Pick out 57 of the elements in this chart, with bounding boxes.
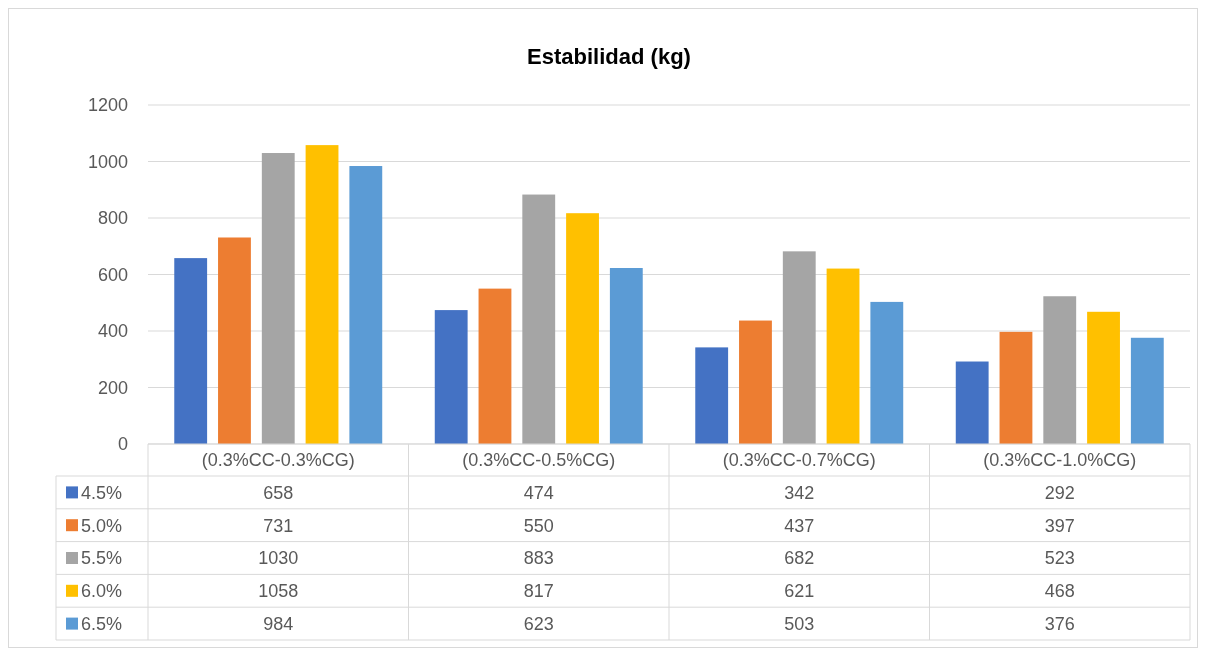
y-tick-label: 1200 bbox=[87, 95, 128, 116]
data-label: 376 bbox=[1044, 613, 1075, 634]
y-tick-label: 400 bbox=[97, 321, 128, 342]
data-label: 292 bbox=[1044, 482, 1075, 503]
data-label: 1030 bbox=[258, 548, 299, 569]
data-label: 1058 bbox=[258, 581, 299, 602]
data-label: 468 bbox=[1044, 581, 1075, 602]
bar bbox=[609, 268, 643, 444]
bar bbox=[695, 347, 729, 444]
data-label: 474 bbox=[523, 482, 554, 503]
bar bbox=[305, 145, 339, 444]
y-tick-label: 600 bbox=[97, 264, 128, 285]
bar bbox=[174, 258, 208, 444]
bar bbox=[349, 166, 383, 444]
bar bbox=[870, 301, 904, 444]
bar bbox=[782, 251, 816, 444]
bar bbox=[1043, 296, 1077, 444]
legend-label: 4.5% bbox=[81, 482, 123, 503]
bar bbox=[218, 237, 251, 444]
chart-title: Estabilidad (kg) bbox=[527, 44, 691, 69]
data-label: 621 bbox=[784, 581, 815, 602]
bar bbox=[1130, 337, 1164, 444]
bar bbox=[739, 320, 772, 444]
data-label: 342 bbox=[784, 482, 815, 503]
data-label: 550 bbox=[523, 515, 554, 536]
data-label: 817 bbox=[523, 581, 554, 602]
x-tick-label: (0.3%CC-0.5%CG) bbox=[462, 450, 616, 471]
x-tick-label: (0.3%CC-1.0%CG) bbox=[983, 450, 1137, 471]
x-tick-label: (0.3%CC-0.7%CG) bbox=[722, 450, 876, 471]
bar bbox=[826, 268, 860, 444]
bar bbox=[434, 310, 468, 444]
y-tick-label: 200 bbox=[97, 377, 128, 398]
y-tick-label: 800 bbox=[97, 208, 128, 229]
data-label: 731 bbox=[263, 515, 294, 536]
x-tick-label: (0.3%CC-0.3%CG) bbox=[201, 450, 355, 471]
bar bbox=[999, 331, 1033, 444]
data-label: 503 bbox=[784, 613, 815, 634]
bar bbox=[955, 361, 989, 444]
data-label: 883 bbox=[523, 548, 554, 569]
y-tick-label: 1000 bbox=[87, 151, 128, 172]
data-label: 623 bbox=[523, 613, 554, 634]
y-tick-label: 0 bbox=[117, 434, 128, 455]
bar bbox=[522, 194, 556, 444]
legend-label: 6.5% bbox=[81, 613, 123, 634]
data-label: 437 bbox=[784, 515, 815, 536]
bar bbox=[261, 153, 295, 444]
legend-label: 5.0% bbox=[81, 515, 123, 536]
data-label: 682 bbox=[784, 548, 815, 569]
data-label: 658 bbox=[263, 482, 294, 503]
data-label: 523 bbox=[1044, 548, 1075, 569]
bar bbox=[1087, 311, 1120, 444]
data-label: 984 bbox=[263, 613, 294, 634]
bar bbox=[478, 288, 512, 444]
legend-label: 5.5% bbox=[81, 548, 123, 569]
legend-label: 6.0% bbox=[81, 581, 123, 602]
data-label: 397 bbox=[1044, 515, 1075, 536]
bar bbox=[566, 213, 599, 444]
